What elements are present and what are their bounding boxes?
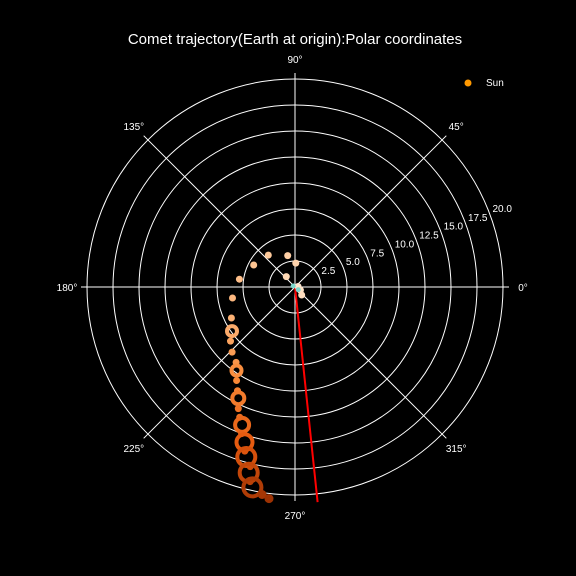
radial-tick-label: 17.5: [468, 213, 488, 224]
earth-sun-line: [295, 287, 318, 502]
angular-tick-label: 180°: [57, 283, 78, 294]
data-marks: [227, 252, 318, 504]
comet-point: [283, 273, 290, 280]
comet-point: [232, 366, 242, 376]
angular-tick-label: 0°: [518, 283, 528, 294]
radial-tick-label: 7.5: [370, 248, 384, 259]
comet-point: [235, 418, 249, 432]
comet-point: [235, 405, 242, 412]
comet-point: [265, 252, 272, 259]
grid-spoke: [295, 140, 442, 287]
comet-point: [298, 292, 305, 299]
angular-tick-label: 270°: [285, 511, 306, 522]
angular-tick-label: 90°: [287, 55, 302, 66]
angular-tick-label: 135°: [123, 122, 144, 133]
origin-marker: [291, 284, 296, 289]
angular-tick-mark: [442, 434, 446, 438]
radial-tick-label: 5.0: [346, 257, 360, 268]
grid-spoke: [148, 140, 295, 287]
angular-axis-labels: 0° 45° 90° 135° 180° 225° 270° 315°: [57, 55, 528, 522]
radial-tick-label: 2.5: [321, 266, 335, 277]
grid-spoke: [148, 287, 295, 434]
comet-point: [227, 326, 237, 336]
radial-tick-label: 10.0: [395, 239, 415, 250]
angular-tick-label: 45°: [449, 122, 464, 133]
legend[interactable]: Sun: [465, 78, 504, 89]
comet-point: [265, 494, 274, 503]
radial-tick-label: 15.0: [444, 222, 464, 233]
comet-point: [284, 252, 291, 259]
grid-spoke: [295, 287, 442, 434]
legend-sun-label: Sun: [486, 78, 504, 89]
angular-tick-label: 315°: [446, 444, 467, 455]
comet-point: [229, 295, 236, 302]
comet-point: [250, 262, 257, 269]
comet-point: [229, 349, 236, 356]
comet-point: [228, 315, 235, 322]
radial-tick-label: 12.5: [419, 231, 439, 242]
comet-point: [292, 260, 299, 267]
comet-point: [236, 276, 243, 283]
chart-title: Comet trajectory(Earth at origin):Polar …: [128, 31, 462, 48]
radial-tick-label: 20.0: [493, 204, 513, 215]
origin-marker: [296, 287, 301, 292]
angular-tick-mark: [442, 136, 446, 140]
comet-point: [227, 338, 234, 345]
comet-point: [232, 392, 244, 404]
angular-tick-mark: [144, 434, 148, 438]
comet-point: [233, 377, 240, 384]
angular-tick-mark: [144, 136, 148, 140]
angular-tick-label: 225°: [123, 444, 144, 455]
legend-sun-marker: [465, 80, 472, 87]
